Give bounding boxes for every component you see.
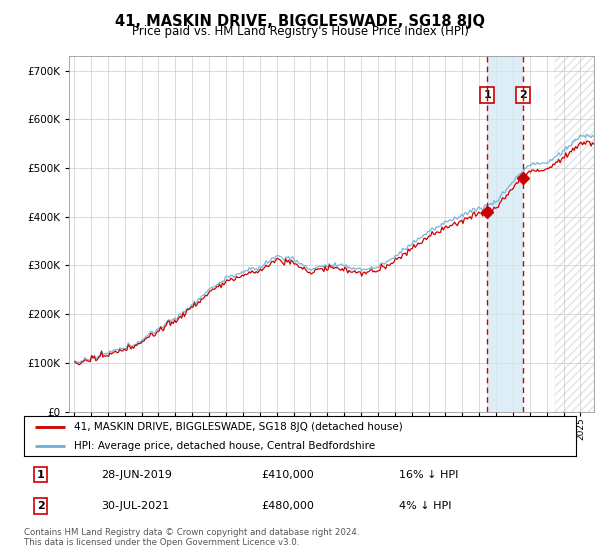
Bar bbox=[555, 56, 594, 412]
Text: 41, MASKIN DRIVE, BIGGLESWADE, SG18 8JQ (detached house): 41, MASKIN DRIVE, BIGGLESWADE, SG18 8JQ … bbox=[74, 422, 403, 432]
Text: 2: 2 bbox=[519, 90, 527, 100]
Text: 28-JUN-2019: 28-JUN-2019 bbox=[101, 470, 172, 480]
Text: 41, MASKIN DRIVE, BIGGLESWADE, SG18 8JQ: 41, MASKIN DRIVE, BIGGLESWADE, SG18 8JQ bbox=[115, 14, 485, 29]
Text: Price paid vs. HM Land Registry's House Price Index (HPI): Price paid vs. HM Land Registry's House … bbox=[131, 25, 469, 38]
Text: HPI: Average price, detached house, Central Bedfordshire: HPI: Average price, detached house, Cent… bbox=[74, 441, 375, 451]
Text: 1: 1 bbox=[37, 470, 44, 480]
Text: Contains HM Land Registry data © Crown copyright and database right 2024.
This d: Contains HM Land Registry data © Crown c… bbox=[24, 528, 359, 548]
Text: 1: 1 bbox=[484, 90, 491, 100]
Text: 30-JUL-2021: 30-JUL-2021 bbox=[101, 501, 170, 511]
Bar bbox=[487, 56, 523, 412]
Text: 4% ↓ HPI: 4% ↓ HPI bbox=[400, 501, 452, 511]
Text: 2: 2 bbox=[37, 501, 44, 511]
Text: 16% ↓ HPI: 16% ↓ HPI bbox=[400, 470, 459, 480]
Text: £480,000: £480,000 bbox=[262, 501, 314, 511]
Text: £410,000: £410,000 bbox=[262, 470, 314, 480]
